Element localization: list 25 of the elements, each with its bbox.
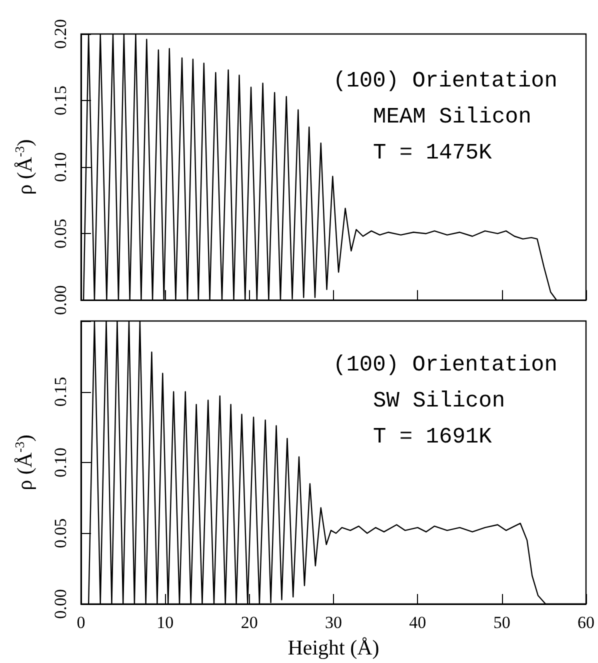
annotation: SW Silicon <box>373 388 506 414</box>
y-axis-title: ρ (Å-3) <box>12 139 36 195</box>
x-tick-label: 40 <box>409 613 426 632</box>
y-tick-label: 0.15 <box>51 376 70 407</box>
annotation: MEAM Silicon <box>373 104 532 130</box>
y-tick-label: 0.15 <box>51 86 70 116</box>
annotation: (100) Orientation <box>333 68 558 94</box>
annotation: (100) Orientation <box>333 352 558 378</box>
y-tick-label: 0.20 <box>51 19 70 49</box>
x-tick-label: 60 <box>578 613 594 632</box>
annotation: T = 1691K <box>373 424 493 450</box>
y-tick-label: 0.00 <box>51 285 70 315</box>
y-tick-label: 0.10 <box>51 152 70 182</box>
annotation: T = 1475K <box>373 140 493 166</box>
x-tick-label: 10 <box>156 613 174 632</box>
y-tick-label: 0.05 <box>51 218 70 248</box>
x-tick-label: 0 <box>76 613 86 632</box>
y-axis-title: ρ (Å-3) <box>12 434 36 490</box>
y-tick-label: 0.05 <box>51 518 70 548</box>
y-tick-label: 0.00 <box>51 589 70 619</box>
x-tick-label: 20 <box>240 613 258 632</box>
y-tick-label: 0.10 <box>51 448 70 478</box>
x-axis-title: Height (Å) <box>288 636 380 660</box>
x-tick-label: 30 <box>325 613 342 632</box>
x-tick-label: 50 <box>493 613 510 632</box>
